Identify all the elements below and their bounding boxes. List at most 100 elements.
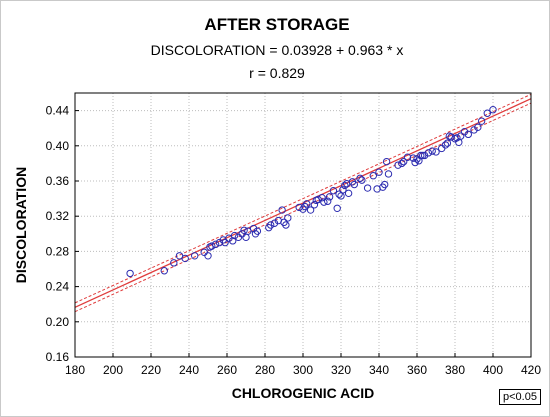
x-tick-label: 400 [483, 363, 503, 377]
data-point [278, 206, 286, 214]
data-point [453, 134, 461, 142]
data-point [282, 221, 290, 229]
confidence-lower-line [74, 102, 532, 313]
x-tick-label: 340 [369, 363, 389, 377]
data-point [477, 117, 486, 125]
data-point [310, 201, 319, 209]
data-point [356, 174, 364, 183]
data-point [211, 240, 220, 249]
x-tick-label: 220 [141, 363, 161, 377]
data-point [249, 224, 258, 233]
data-point [341, 181, 349, 190]
data-point [457, 132, 465, 140]
data-point [447, 133, 455, 141]
data-point [234, 233, 243, 242]
y-tick-label: 0.36 [46, 174, 70, 188]
data-point [329, 186, 338, 195]
data-point [415, 157, 423, 165]
gridlines [74, 93, 532, 358]
x-tick-label: 360 [407, 363, 427, 377]
data-point [398, 159, 406, 168]
data-point [253, 227, 262, 235]
y-tick-label: 0.44 [46, 104, 70, 118]
data-point [191, 252, 199, 260]
data-point [318, 194, 326, 202]
data-point [204, 252, 212, 260]
confidence-upper-line [74, 93, 532, 304]
data-point [333, 204, 341, 212]
data-point [483, 109, 491, 117]
data-point [394, 161, 402, 169]
data-point [464, 130, 472, 139]
data-points [126, 106, 497, 278]
data-point [358, 176, 366, 184]
data-point [284, 214, 292, 222]
x-tick-label: 200 [103, 363, 123, 377]
data-point [428, 147, 436, 155]
data-point [441, 141, 450, 149]
x-tick-label: 300 [293, 363, 313, 377]
data-point [403, 153, 412, 161]
data-point [306, 206, 315, 214]
data-point [460, 128, 469, 136]
data-point [381, 180, 389, 189]
data-point [344, 189, 353, 198]
regression-equation: DISCOLORATION = 0.03928 + 0.963 * x [151, 42, 404, 58]
data-point [335, 190, 343, 198]
data-point [443, 139, 452, 147]
data-point [424, 149, 433, 157]
data-point [324, 197, 332, 205]
data-point [320, 198, 328, 206]
x-axis-ticks: 180 200 220 240 260 280 300 320 340 360 380 400 420 [65, 353, 541, 377]
data-point [339, 186, 347, 194]
data-point [432, 148, 440, 156]
data-point [126, 269, 134, 278]
y-tick-label: 0.40 [46, 139, 70, 153]
data-point [160, 267, 169, 275]
data-point [411, 158, 419, 167]
data-point [400, 157, 408, 166]
x-tick-label: 180 [65, 363, 85, 377]
data-point [325, 193, 334, 201]
plot-area [74, 92, 532, 358]
data-point [181, 254, 189, 263]
data-point [270, 219, 279, 227]
chart-title: AFTER STORAGE [204, 15, 349, 34]
data-point [470, 126, 478, 134]
data-point [369, 172, 377, 180]
data-point [240, 226, 248, 234]
y-tick-label: 0.20 [46, 315, 70, 329]
data-point [474, 123, 482, 132]
x-tick-label: 380 [445, 363, 465, 377]
y-axis-label: DISCOLORATION [13, 167, 29, 283]
data-point [208, 242, 216, 250]
y-tick-label: 0.24 [46, 280, 70, 294]
data-point [242, 233, 250, 242]
regression-line [74, 98, 532, 308]
correlation-label: r = 0.829 [249, 65, 305, 81]
y-tick-label: 0.32 [46, 209, 70, 223]
significance-note: p<0.05 [499, 389, 541, 405]
data-point [303, 200, 311, 208]
data-point [384, 170, 393, 178]
regression-lines [74, 93, 532, 313]
x-axis-label: CHLOROGENIC ACID [232, 385, 375, 401]
y-tick-label: 0.16 [46, 350, 70, 364]
x-tick-label: 260 [217, 363, 237, 377]
y-axis-ticks: 0.16 0.20 0.24 0.28 0.32 0.36 0.40 0.44 [46, 104, 79, 364]
data-point [230, 231, 239, 240]
data-point [382, 157, 391, 166]
data-point [267, 221, 275, 229]
data-point [417, 151, 425, 160]
data-point [215, 238, 224, 247]
data-point [375, 168, 383, 176]
data-point [489, 106, 497, 114]
data-point [221, 238, 229, 247]
data-point [295, 203, 303, 212]
x-tick-label: 420 [521, 363, 541, 377]
x-tick-label: 320 [331, 363, 351, 377]
x-tick-label: 280 [255, 363, 275, 377]
data-point [363, 184, 372, 192]
